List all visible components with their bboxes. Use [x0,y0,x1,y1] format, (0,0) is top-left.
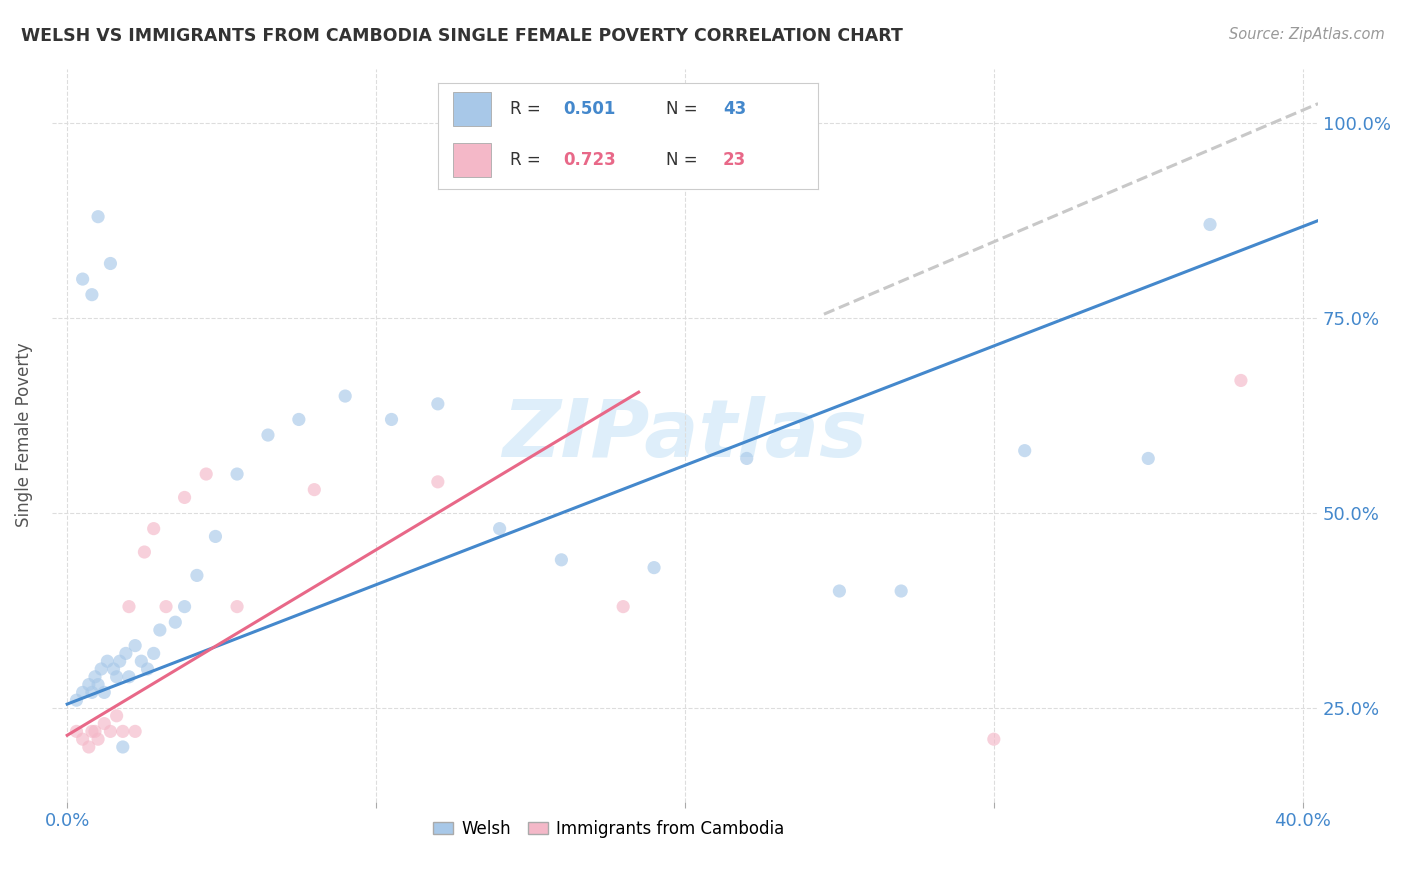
Point [87,210,110,224]
Point [612,599,634,614]
Point [204,529,226,543]
Point [105,670,128,684]
Point [72,272,94,286]
Point [426,475,449,489]
Point [77,677,100,691]
Point [257,428,280,442]
Point [735,451,758,466]
Text: ZIPatlas: ZIPatlas [502,396,868,474]
Point [131,654,153,668]
Point [186,568,208,582]
Point [335,389,357,403]
Y-axis label: Single Female Poverty: Single Female Poverty [15,343,32,527]
Point [87,732,110,747]
Point [105,708,128,723]
Point [115,647,138,661]
Point [1014,443,1036,458]
Point [1199,218,1222,232]
Point [124,639,146,653]
Point [65,693,87,707]
Point [165,615,187,630]
Point [226,599,249,614]
Point [1137,451,1160,466]
Point [304,483,326,497]
Point [80,287,103,301]
Point [226,467,249,481]
Point [84,670,107,684]
Point [108,654,131,668]
Point [983,732,1005,747]
Point [142,647,165,661]
Point [134,545,156,559]
Point [426,397,449,411]
Point [93,716,115,731]
Point [643,560,665,574]
Point [80,685,103,699]
Point [77,739,100,754]
Point [111,739,134,754]
Point [90,662,112,676]
Point [136,662,159,676]
Point [149,623,172,637]
Point [118,599,141,614]
Point [1230,374,1253,388]
Point [103,662,125,676]
Point [100,256,122,270]
Point [828,584,851,599]
Point [550,553,572,567]
Point [80,724,103,739]
Point [173,599,195,614]
Point [173,491,195,505]
Point [118,670,141,684]
Point [195,467,218,481]
Point [380,412,402,426]
Point [111,724,134,739]
Point [890,584,912,599]
Point [124,724,146,739]
Point [155,599,177,614]
Point [488,522,510,536]
Point [288,412,311,426]
Legend: Welsh, Immigrants from Cambodia: Welsh, Immigrants from Cambodia [426,814,792,845]
Text: Source: ZipAtlas.com: Source: ZipAtlas.com [1229,27,1385,42]
Point [72,732,94,747]
Point [87,677,110,691]
Point [96,654,118,668]
Point [65,724,87,739]
Point [72,685,94,699]
Text: WELSH VS IMMIGRANTS FROM CAMBODIA SINGLE FEMALE POVERTY CORRELATION CHART: WELSH VS IMMIGRANTS FROM CAMBODIA SINGLE… [21,27,903,45]
Point [100,724,122,739]
Point [142,522,165,536]
Point [93,685,115,699]
Point [84,724,107,739]
